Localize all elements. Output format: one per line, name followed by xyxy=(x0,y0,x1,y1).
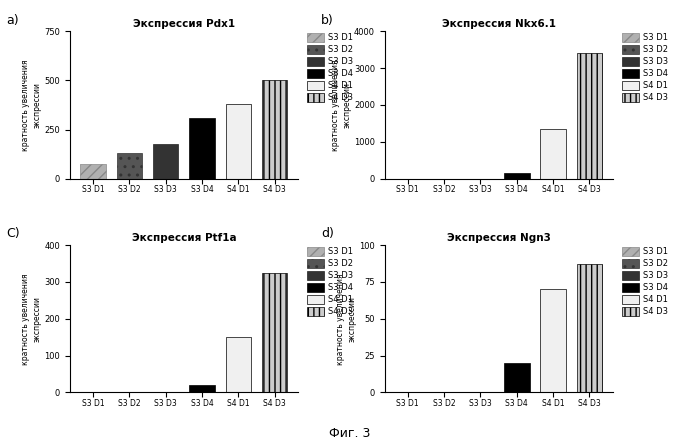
Y-axis label: кратность увеличения
экспрессии: кратность увеличения экспрессии xyxy=(336,273,356,364)
Bar xyxy=(504,173,530,179)
Y-axis label: кратность увеличения
экспрессии: кратность увеличения экспрессии xyxy=(331,59,351,151)
Bar xyxy=(540,129,566,179)
Legend: S3 D1, S3 D2, S3 D3, S3 D4, S4 D1, S4 D3: S3 D1, S3 D2, S3 D3, S3 D4, S4 D1, S4 D3 xyxy=(306,246,354,317)
Legend: S3 D1, S3 D2, S3 D3, S3 D4, S4 D1, S4 D3: S3 D1, S3 D2, S3 D3, S3 D4, S4 D1, S4 D3 xyxy=(621,33,669,103)
Bar xyxy=(504,363,530,392)
Y-axis label: кратность увеличения
экспрессии: кратность увеличения экспрессии xyxy=(22,59,41,151)
Title: Экспрессия Pdx1: Экспрессия Pdx1 xyxy=(133,19,235,29)
Bar xyxy=(540,289,566,392)
Legend: S3 D1, S3 D2, S3 D3, S3 D4, S4 D1, S4 D3: S3 D1, S3 D2, S3 D3, S3 D4, S4 D1, S4 D3 xyxy=(306,33,354,103)
Legend: S3 D1, S3 D2, S3 D3, S3 D4, S4 D1, S4 D3: S3 D1, S3 D2, S3 D3, S3 D4, S4 D1, S4 D3 xyxy=(621,246,669,317)
Title: Экспрессия Ptf1a: Экспрессия Ptf1a xyxy=(131,233,236,243)
Bar xyxy=(262,80,287,179)
Text: Фиг. 3: Фиг. 3 xyxy=(329,427,370,440)
Bar xyxy=(577,54,603,179)
Text: a): a) xyxy=(6,13,19,26)
Text: d): d) xyxy=(321,227,334,240)
Bar xyxy=(262,273,287,392)
Bar xyxy=(189,385,215,392)
Text: C): C) xyxy=(6,227,20,240)
Bar xyxy=(189,118,215,179)
Bar xyxy=(117,153,142,179)
Bar xyxy=(226,337,251,392)
Title: Экспрессия Ngn3: Экспрессия Ngn3 xyxy=(447,233,551,243)
Bar xyxy=(577,264,603,392)
Title: Экспрессия Nkx6.1: Экспрессия Nkx6.1 xyxy=(442,19,556,29)
Text: b): b) xyxy=(321,13,333,26)
Bar xyxy=(226,104,251,179)
Bar xyxy=(153,144,178,179)
Y-axis label: кратность увеличения
экспрессии: кратность увеличения экспрессии xyxy=(22,273,41,364)
Bar xyxy=(80,164,106,179)
